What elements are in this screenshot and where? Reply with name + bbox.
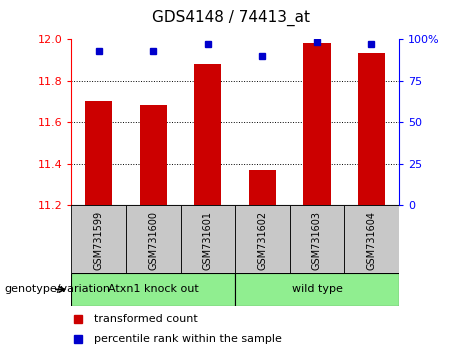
Bar bbox=[126, 205, 181, 273]
Text: genotype/variation: genotype/variation bbox=[5, 284, 111, 295]
Text: percentile rank within the sample: percentile rank within the sample bbox=[95, 334, 282, 344]
Bar bbox=[303, 43, 331, 205]
Text: GSM731599: GSM731599 bbox=[94, 211, 104, 270]
Bar bbox=[235, 205, 290, 273]
Bar bbox=[71, 205, 126, 273]
Text: GSM731600: GSM731600 bbox=[148, 211, 158, 270]
Text: GSM731602: GSM731602 bbox=[257, 211, 267, 270]
Bar bbox=[140, 105, 167, 205]
Bar bbox=[249, 170, 276, 205]
Text: GSM731603: GSM731603 bbox=[312, 211, 322, 270]
Bar bbox=[181, 205, 235, 273]
Bar bbox=[71, 273, 235, 306]
Bar bbox=[358, 53, 385, 205]
Text: GSM731601: GSM731601 bbox=[203, 211, 213, 270]
Text: Atxn1 knock out: Atxn1 knock out bbox=[108, 284, 199, 295]
Bar bbox=[194, 64, 221, 205]
Bar bbox=[235, 273, 399, 306]
Text: wild type: wild type bbox=[291, 284, 343, 295]
Bar bbox=[344, 205, 399, 273]
Text: GDS4148 / 74413_at: GDS4148 / 74413_at bbox=[152, 10, 309, 26]
Text: transformed count: transformed count bbox=[95, 314, 198, 324]
Bar bbox=[290, 205, 344, 273]
Bar bbox=[85, 101, 112, 205]
Text: GSM731604: GSM731604 bbox=[366, 211, 377, 270]
